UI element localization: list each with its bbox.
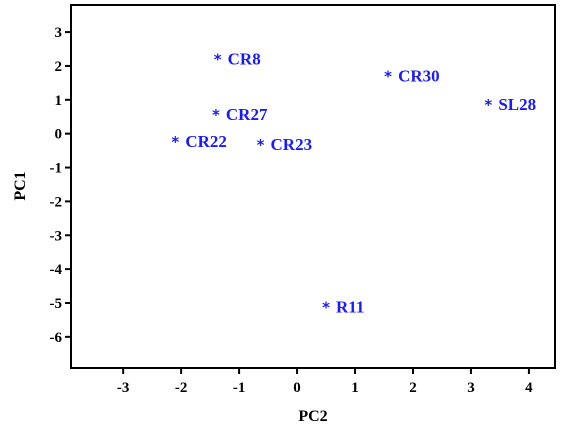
- data-point-marker: *: [214, 51, 222, 69]
- data-point-label: SL28: [498, 95, 536, 114]
- x-tick-label: -1: [233, 380, 246, 396]
- y-axis: 3 2 1 0 -1 -2 -3 -4 -5 -6: [50, 25, 71, 346]
- data-point-marker: *: [171, 133, 179, 151]
- x-tick-label: -3: [117, 380, 130, 396]
- y-tick-label: -1: [50, 161, 63, 177]
- y-axis-title: PC1: [12, 171, 29, 200]
- data-point-label: CR23: [271, 135, 313, 154]
- data-points: * CR8 * CR30 * SL28 * CR27 * CR22 * CR23 * R11: [171, 50, 536, 317]
- y-tick-label: -5: [50, 296, 63, 312]
- x-tick-label: 0: [293, 380, 301, 396]
- y-tick-label: -4: [50, 262, 63, 278]
- x-tick-label: 3: [467, 380, 475, 396]
- y-tick-label: 1: [55, 93, 63, 109]
- y-tick-label: -6: [50, 330, 63, 346]
- y-tick-label: -3: [50, 228, 63, 244]
- data-point-marker: *: [212, 106, 220, 124]
- x-axis: -3 -2 -1 0 1 2 3 4: [117, 368, 533, 396]
- plot-frame: [70, 4, 556, 369]
- data-point-marker: *: [484, 96, 492, 114]
- data-point-label: CR22: [185, 132, 227, 151]
- data-point-label: R11: [336, 297, 364, 316]
- x-axis-title: PC2: [298, 408, 327, 425]
- data-point-label: CR8: [228, 50, 261, 69]
- data-point-marker: *: [257, 136, 265, 154]
- x-tick-label: -2: [175, 380, 188, 396]
- y-tick-label: 0: [55, 127, 63, 143]
- data-point-marker: *: [322, 298, 330, 316]
- data-point-label: CR30: [398, 66, 440, 85]
- x-tick-label: 2: [409, 380, 417, 396]
- data-point-label: CR27: [226, 105, 268, 124]
- x-tick-label: 4: [525, 380, 533, 396]
- y-tick-label: 3: [55, 25, 63, 41]
- data-point-marker: *: [384, 67, 392, 85]
- y-tick-label: 2: [55, 59, 63, 75]
- y-tick-label: -2: [50, 194, 63, 210]
- x-tick-label: 1: [351, 380, 359, 396]
